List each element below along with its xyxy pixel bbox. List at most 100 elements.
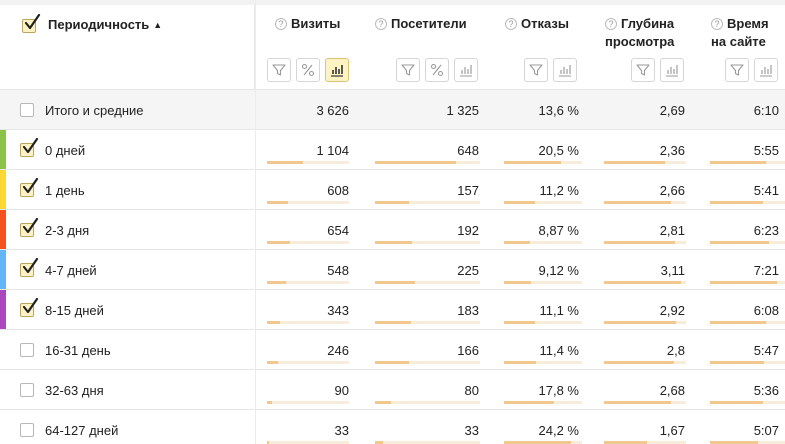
help-icon[interactable]: ? bbox=[505, 18, 517, 30]
value-bar-track bbox=[375, 161, 480, 164]
metric-header-depth[interactable]: ? Глубина просмотра bbox=[605, 15, 674, 51]
table-row[interactable]: 32-63 дня 90 80 17,8 % 2,68 5:36 bbox=[0, 369, 785, 409]
table-row[interactable]: 0 дней 1 104 648 20,5 % 2,36 5:55 bbox=[0, 129, 785, 169]
value-bar-track bbox=[375, 281, 480, 284]
chart-button[interactable] bbox=[660, 58, 684, 82]
table-row[interactable]: 64-127 дней 33 33 24,2 % 1,67 5:07 bbox=[0, 409, 785, 444]
value-bar-track bbox=[375, 241, 480, 244]
help-icon[interactable]: ? bbox=[711, 18, 723, 30]
metric-title: Время bbox=[727, 16, 769, 31]
metric-header-bounces[interactable]: ? Отказы bbox=[505, 15, 569, 33]
value-bar-fill bbox=[267, 321, 280, 324]
cell-visits: 33 bbox=[334, 423, 349, 438]
checkmark-icon bbox=[22, 178, 39, 194]
top-divider bbox=[0, 0, 785, 5]
metric-title: Глубина bbox=[621, 16, 675, 31]
value-bar-track bbox=[710, 201, 785, 204]
value-bar-fill bbox=[375, 161, 456, 164]
cell-depth: 2,8 bbox=[666, 343, 685, 358]
filter-button[interactable] bbox=[396, 58, 420, 82]
cell-visitors: 157 bbox=[457, 183, 479, 198]
cell-visitors: 1 325 bbox=[446, 103, 479, 118]
select-all-checkbox[interactable] bbox=[22, 14, 41, 33]
sort-arrow-icon: ▲ bbox=[153, 20, 163, 30]
value-bar-track bbox=[710, 441, 785, 444]
cell-visits: 654 bbox=[327, 223, 349, 238]
value-bar-track bbox=[267, 401, 349, 404]
value-bar-fill bbox=[375, 361, 409, 364]
row-checkbox[interactable] bbox=[20, 178, 39, 197]
value-bar-track bbox=[504, 161, 582, 164]
value-bar-fill bbox=[267, 201, 288, 204]
filter-button[interactable] bbox=[631, 58, 655, 82]
row-label: 4-7 дней bbox=[45, 263, 97, 278]
help-icon[interactable]: ? bbox=[375, 18, 387, 30]
metric-header-visits[interactable]: ? Визиты bbox=[275, 15, 340, 33]
row-checkbox[interactable] bbox=[20, 383, 34, 397]
row-checkbox[interactable] bbox=[20, 298, 39, 317]
row-checkbox[interactable] bbox=[20, 258, 39, 277]
metric-header-visitors[interactable]: ? Посетители bbox=[375, 15, 467, 33]
value-bar-track bbox=[710, 321, 785, 324]
bar-chart-icon bbox=[460, 65, 472, 77]
value-bar-track bbox=[267, 161, 349, 164]
chart-button[interactable] bbox=[454, 58, 478, 82]
filter-button[interactable] bbox=[725, 58, 749, 82]
chart-button-active[interactable] bbox=[325, 58, 349, 82]
value-bar-track bbox=[504, 281, 582, 284]
value-bar-fill bbox=[267, 361, 278, 364]
row-checkbox[interactable] bbox=[20, 138, 39, 157]
filter-button[interactable] bbox=[524, 58, 548, 82]
value-bar-track bbox=[504, 361, 582, 364]
row-checkbox[interactable] bbox=[20, 423, 34, 437]
table-row[interactable]: 2-3 дня 654 192 8,87 % 2,81 6:23 bbox=[0, 209, 785, 249]
cell-time: 5:55 bbox=[753, 143, 779, 158]
cell-time: 6:08 bbox=[753, 303, 779, 318]
cell-visits: 1 104 bbox=[316, 143, 349, 158]
cell-bounces: 11,1 % bbox=[539, 303, 579, 318]
percent-button[interactable] bbox=[296, 58, 320, 82]
table-row[interactable]: 4-7 дней 548 225 9,12 % 3,11 7:21 bbox=[0, 249, 785, 289]
cell-depth: 2,68 bbox=[659, 383, 685, 398]
percent-button[interactable] bbox=[425, 58, 449, 82]
table-row[interactable]: 8-15 дней 343 183 11,1 % 2,92 6:08 bbox=[0, 289, 785, 329]
value-bar-fill bbox=[710, 401, 763, 404]
table-row[interactable]: 16-31 день 246 166 11,4 % 2,8 5:47 bbox=[0, 329, 785, 369]
filter-icon bbox=[401, 64, 415, 76]
chart-button[interactable] bbox=[754, 58, 778, 82]
table-row[interactable]: 1 день 608 157 11,2 % 2,66 5:41 bbox=[0, 169, 785, 209]
filter-icon bbox=[636, 64, 650, 76]
value-bar-fill bbox=[267, 161, 303, 164]
help-icon[interactable]: ? bbox=[605, 18, 617, 30]
value-bar-track bbox=[375, 401, 480, 404]
percent-icon bbox=[430, 63, 444, 77]
filter-button[interactable] bbox=[267, 58, 291, 82]
value-bar-fill bbox=[604, 201, 671, 204]
value-bar-fill bbox=[710, 201, 763, 204]
value-bar-track bbox=[710, 161, 785, 164]
cell-depth: 1,67 bbox=[659, 423, 685, 438]
checkmark-icon bbox=[22, 258, 39, 274]
value-bar-track bbox=[604, 401, 686, 404]
value-bar-track bbox=[710, 361, 785, 364]
help-icon[interactable]: ? bbox=[275, 18, 287, 30]
row-checkbox[interactable] bbox=[20, 218, 39, 237]
value-bar-track bbox=[267, 321, 349, 324]
row-checkbox[interactable] bbox=[20, 103, 34, 117]
cell-visits: 90 bbox=[334, 383, 349, 398]
row-checkbox[interactable] bbox=[20, 343, 34, 357]
metric-header-time[interactable]: ? Время на сайте bbox=[711, 15, 769, 51]
table-header: Периодичность ▲ ? Визиты ? Посетители ? Отка… bbox=[0, 5, 785, 89]
cell-time: 5:07 bbox=[753, 423, 779, 438]
value-bar-fill bbox=[604, 241, 675, 244]
cell-bounces: 11,4 % bbox=[539, 343, 579, 358]
chart-button[interactable] bbox=[553, 58, 577, 82]
cell-depth: 2,81 bbox=[659, 223, 685, 238]
dimension-sort-header[interactable]: Периодичность ▲ bbox=[48, 17, 162, 32]
row-label: 16-31 день bbox=[45, 343, 111, 358]
cell-bounces: 11,2 % bbox=[539, 183, 579, 198]
bar-chart-icon bbox=[760, 65, 772, 77]
cell-time: 6:10 bbox=[753, 103, 779, 118]
value-bar-track bbox=[604, 441, 686, 444]
value-bar-fill bbox=[375, 201, 409, 204]
